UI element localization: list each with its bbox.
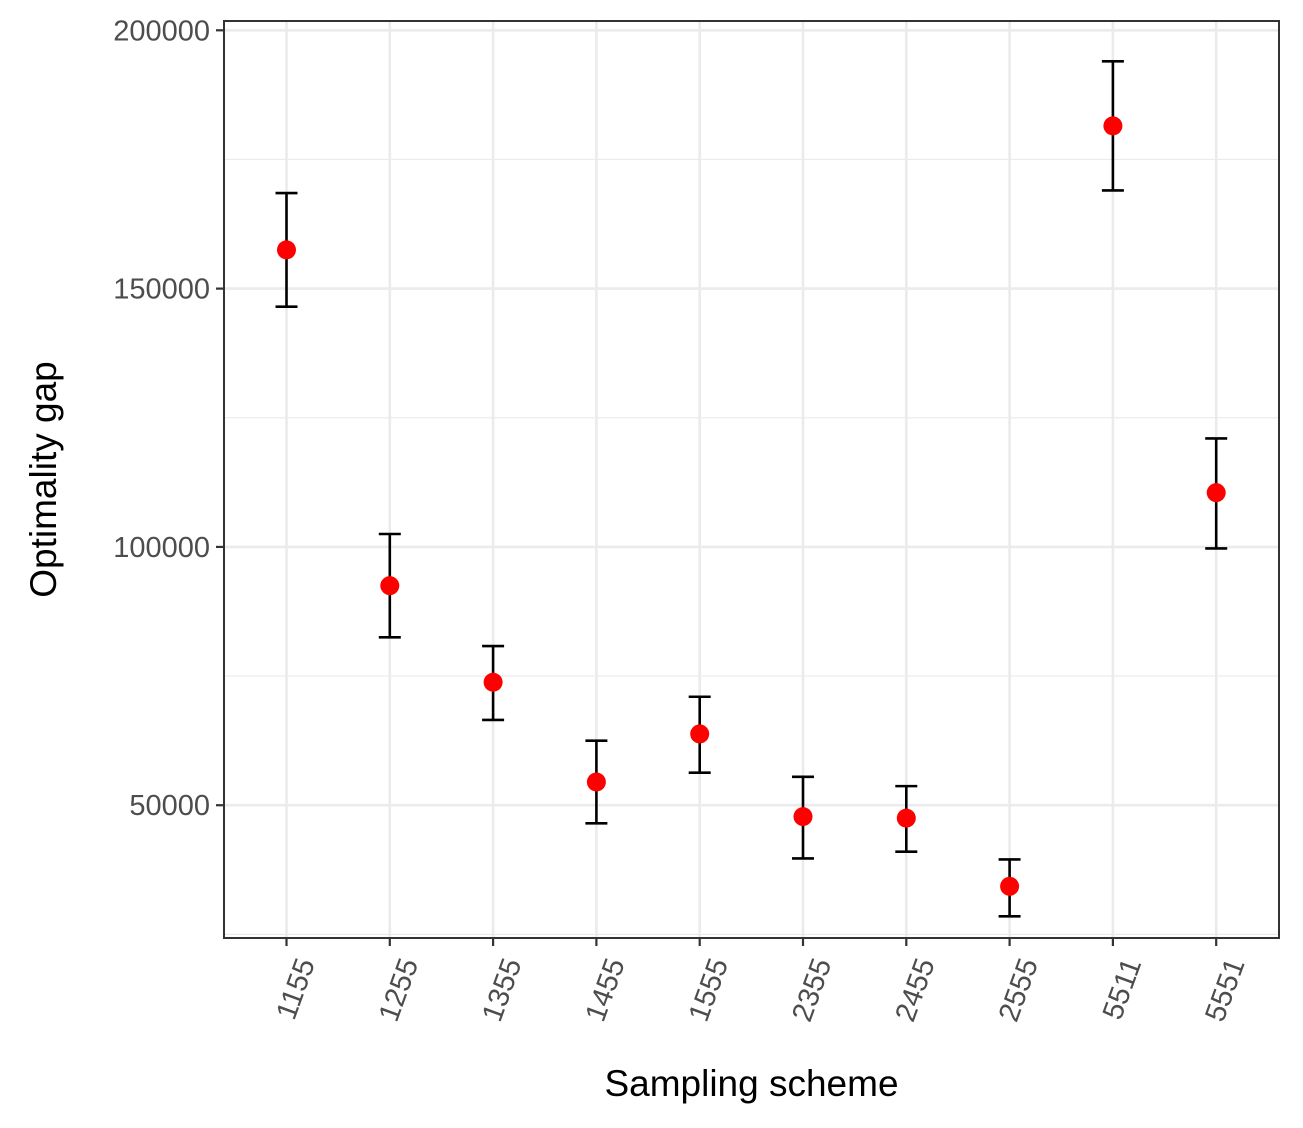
x-tick-label: 2455 xyxy=(890,954,942,1026)
data-point xyxy=(1206,483,1226,503)
x-axis: 1155 1255 1355 1455 1555 2355 2455 2555 5511 5551 xyxy=(270,938,1252,1026)
data-point xyxy=(586,772,606,792)
x-tick-label: 5551 xyxy=(1199,954,1251,1026)
data-point xyxy=(483,672,503,692)
x-axis-title: Sampling scheme xyxy=(604,1063,898,1104)
y-tick-label: 150000 xyxy=(113,274,210,306)
x-tick-label: 1155 xyxy=(270,954,321,1024)
x-tick-label: 1255 xyxy=(373,954,425,1026)
x-tick-label: 2355 xyxy=(786,954,838,1026)
minor-gridlines xyxy=(224,158,1279,935)
y-tick-label: 50000 xyxy=(129,790,210,822)
data-point xyxy=(896,808,916,828)
data-point xyxy=(793,807,813,827)
y-axis: 50000 100000 150000 200000 xyxy=(113,15,224,822)
x-tick-label: 1555 xyxy=(683,954,735,1026)
x-tick-label: 1455 xyxy=(580,954,632,1026)
data-point xyxy=(690,724,710,744)
x-tick-label: 2555 xyxy=(993,954,1045,1026)
panel-border xyxy=(223,20,1280,939)
x-tick-label: 1355 xyxy=(476,954,528,1026)
x-tick-label: 5511 xyxy=(1097,954,1148,1024)
data-point xyxy=(1000,876,1020,896)
y-tick-label: 100000 xyxy=(113,532,210,564)
major-gridlines xyxy=(224,21,1279,938)
error-bars xyxy=(275,59,1228,918)
data-point xyxy=(277,240,296,260)
data-points xyxy=(277,116,1226,896)
data-point xyxy=(380,576,400,596)
data-point xyxy=(1103,116,1123,136)
y-axis-title: Optimality gap xyxy=(23,361,64,598)
y-tick-label: 200000 xyxy=(113,15,210,47)
